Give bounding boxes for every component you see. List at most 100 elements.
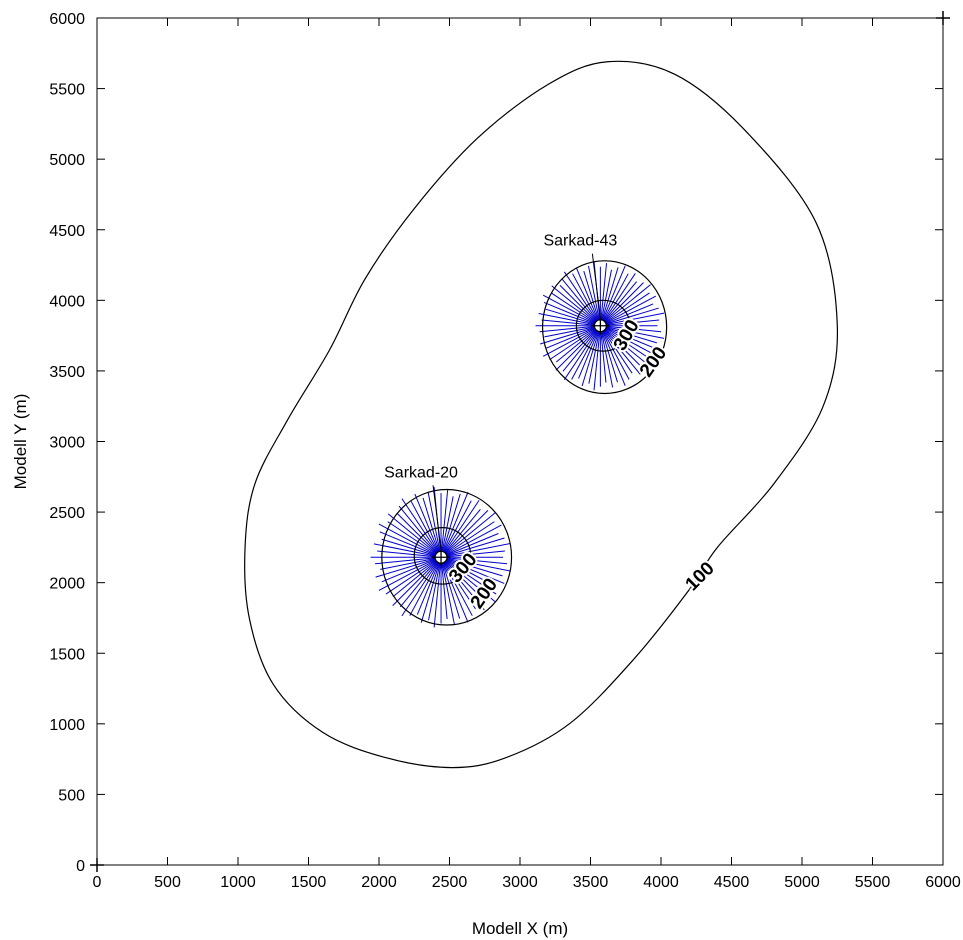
streamline [440, 491, 469, 558]
streamline [600, 282, 644, 327]
streamline [583, 270, 601, 326]
streamline [599, 263, 608, 326]
streamline [387, 521, 442, 558]
streamline [563, 325, 601, 380]
streamline [433, 557, 442, 628]
streamline [440, 556, 496, 603]
x-tick-label: 1500 [291, 874, 327, 891]
streamline [440, 556, 487, 603]
contour-line-100 [244, 60, 839, 769]
streamline [440, 500, 480, 558]
streamline [373, 543, 442, 558]
streamline [440, 557, 469, 623]
well-label: Sarkad-43 [543, 233, 617, 250]
y-tick-label: 1000 [49, 717, 85, 734]
streamline [440, 556, 496, 587]
streamline [409, 557, 442, 616]
streamline [440, 556, 503, 577]
streamline [600, 325, 665, 339]
streamline [440, 508, 481, 558]
streamline [416, 557, 442, 615]
contour-line-300 [413, 527, 472, 585]
streamline [440, 557, 455, 625]
streamline [559, 285, 601, 327]
y-tick-label: 6000 [49, 11, 85, 28]
streamline [587, 265, 601, 326]
streamline [588, 325, 601, 384]
streamline [542, 325, 601, 357]
streamline [440, 556, 511, 572]
streamline [392, 556, 442, 598]
streamline [401, 556, 442, 617]
x-tick-label: 3000 [502, 874, 538, 891]
streamline [440, 510, 489, 558]
streamline [381, 556, 442, 583]
streamline [377, 550, 442, 558]
streamline [540, 325, 601, 345]
y-tick-label: 3500 [49, 364, 85, 381]
contour-label: 100 [682, 558, 719, 595]
streamline [428, 557, 442, 621]
streamline [440, 556, 505, 584]
streamline [599, 325, 614, 388]
streamline [575, 267, 601, 326]
contour-line-200 [381, 488, 513, 626]
streamline [599, 325, 641, 375]
streamline [398, 505, 442, 558]
x-tick-label: 4500 [714, 874, 750, 891]
y-tick-label: 2000 [49, 576, 85, 593]
streamline [600, 312, 665, 327]
streamline [600, 303, 654, 327]
streamline [440, 557, 448, 620]
y-tick-label: 5500 [49, 82, 85, 99]
streamline [440, 500, 472, 558]
streamline [551, 292, 601, 327]
x-tick-label: 3500 [573, 874, 609, 891]
y-tick-label: 4500 [49, 223, 85, 240]
x-tick-label: 1000 [220, 874, 256, 891]
streamline [599, 267, 619, 326]
x-tick-label: 2000 [361, 874, 397, 891]
streamline [440, 537, 505, 558]
streamline [378, 556, 442, 591]
streamline [600, 325, 651, 368]
x-tick-label: 6000 [925, 874, 961, 891]
streamline [600, 295, 657, 327]
streamline [599, 325, 607, 383]
x-axis-title: Modell X (m) [472, 919, 568, 938]
streamline [379, 531, 442, 558]
streamline [599, 325, 633, 374]
x-tick-label: 5500 [855, 874, 891, 891]
well-leader-line [432, 485, 442, 550]
streamline [599, 265, 626, 326]
streamline [578, 325, 601, 379]
streamline [440, 557, 461, 619]
streamline [599, 273, 629, 326]
streamline [572, 273, 601, 326]
streamline [581, 325, 601, 387]
plot-frame [96, 17, 944, 866]
streamline [440, 512, 496, 558]
streamline [427, 492, 442, 558]
streamline [599, 325, 630, 380]
x-tick-label: 5000 [784, 874, 820, 891]
streamline [420, 557, 442, 623]
streamline [414, 493, 442, 558]
streamline [551, 285, 601, 327]
corner-crosshairs [90, 11, 950, 872]
streamline [600, 325, 659, 351]
streamline [545, 325, 601, 349]
streamline [440, 496, 454, 558]
contour-line-300 [575, 299, 631, 352]
y-axis-title: Modell Y (m) [11, 394, 30, 490]
contour-line-200 [541, 260, 668, 395]
streamline [600, 284, 651, 327]
x-axis: 0 500 1000 1500 2000 2500 3000 3500 4000 4500 5000… [93, 18, 961, 891]
streamline [600, 307, 659, 327]
streamline [440, 543, 511, 558]
streamline [563, 271, 601, 327]
streamline [440, 524, 502, 558]
streamline [562, 325, 601, 372]
streamline [599, 325, 626, 386]
streamline [599, 325, 618, 383]
